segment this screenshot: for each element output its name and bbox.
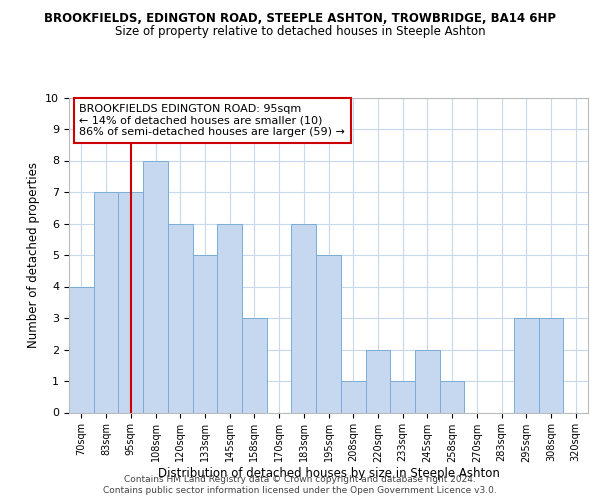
Bar — [69, 286, 94, 412]
Bar — [390, 381, 415, 412]
Text: BROOKFIELDS EDINGTON ROAD: 95sqm
← 14% of detached houses are smaller (10)
86% o: BROOKFIELDS EDINGTON ROAD: 95sqm ← 14% o… — [79, 104, 345, 137]
Text: Contains public sector information licensed under the Open Government Licence v3: Contains public sector information licen… — [103, 486, 497, 495]
Bar — [415, 350, 440, 412]
Bar — [242, 318, 267, 412]
Bar — [168, 224, 193, 412]
Y-axis label: Number of detached properties: Number of detached properties — [27, 162, 40, 348]
Bar — [341, 381, 365, 412]
X-axis label: Distribution of detached houses by size in Steeple Ashton: Distribution of detached houses by size … — [158, 467, 499, 480]
Bar — [193, 255, 217, 412]
Bar — [365, 350, 390, 412]
Bar — [539, 318, 563, 412]
Bar — [514, 318, 539, 412]
Bar — [143, 160, 168, 412]
Text: Contains HM Land Registry data © Crown copyright and database right 2024.: Contains HM Land Registry data © Crown c… — [124, 475, 476, 484]
Bar — [292, 224, 316, 412]
Text: Size of property relative to detached houses in Steeple Ashton: Size of property relative to detached ho… — [115, 25, 485, 38]
Bar — [440, 381, 464, 412]
Bar — [94, 192, 118, 412]
Text: BROOKFIELDS, EDINGTON ROAD, STEEPLE ASHTON, TROWBRIDGE, BA14 6HP: BROOKFIELDS, EDINGTON ROAD, STEEPLE ASHT… — [44, 12, 556, 26]
Bar — [217, 224, 242, 412]
Bar — [316, 255, 341, 412]
Bar — [118, 192, 143, 412]
